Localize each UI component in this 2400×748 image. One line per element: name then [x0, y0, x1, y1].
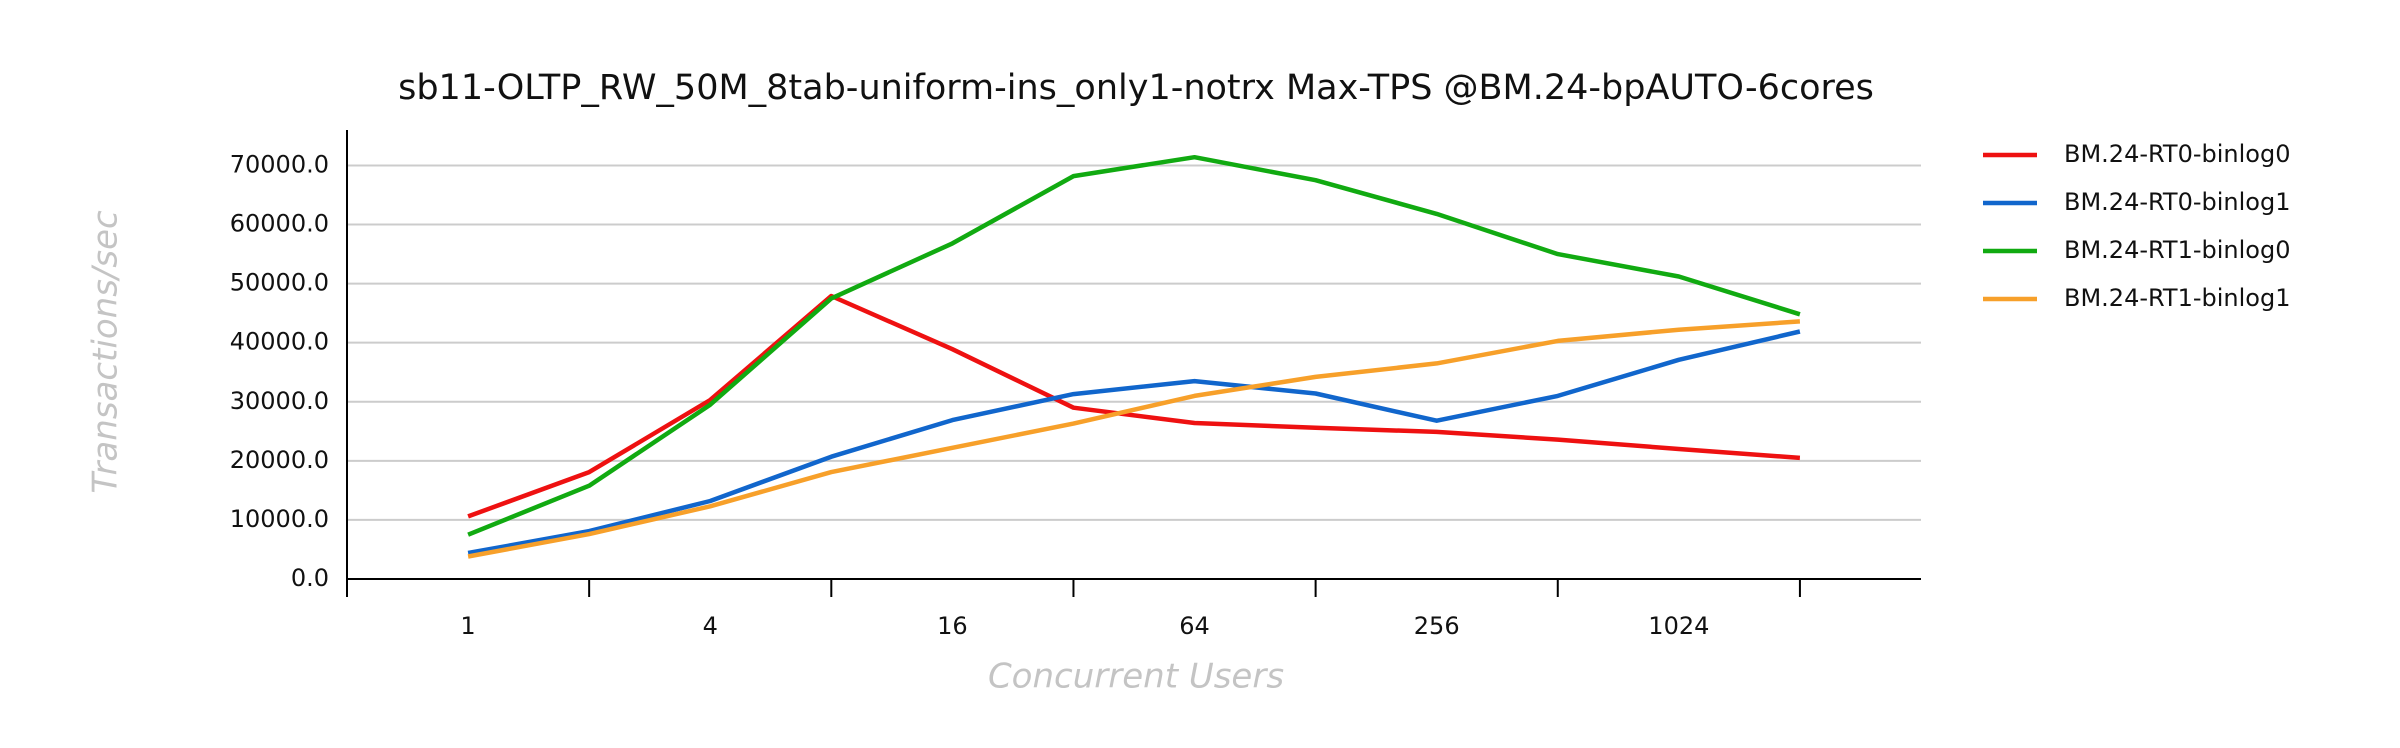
- series-line: [467, 329, 1801, 556]
- legend-label: BM.24-RT0-binlog0: [2064, 140, 2291, 168]
- legend-label: BM.24-RT1-binlog1: [2064, 284, 2291, 312]
- y-tick-label: 10000.0: [230, 505, 329, 533]
- x-tick-label: 1: [460, 612, 475, 640]
- y-tick-label: 20000.0: [230, 446, 329, 474]
- chart-title: sb11-OLTP_RW_50M_8tab-uniform-ins_only1-…: [398, 68, 1874, 108]
- series-line: [467, 319, 1801, 559]
- x-tick-label: 256: [1414, 612, 1460, 640]
- legend-label: BM.24-RT1-binlog0: [2064, 236, 2291, 264]
- y-tick-label: 60000.0: [230, 210, 329, 238]
- x-tick-label: 64: [1179, 612, 1210, 640]
- y-tick-label: 70000.0: [230, 150, 329, 178]
- x-tick-label: 1024: [1648, 612, 1709, 640]
- x-tick-label: 4: [703, 612, 718, 640]
- x-tick-label: 16: [937, 612, 968, 640]
- x-axis-title: Concurrent Users: [988, 657, 1284, 697]
- y-tick-label: 50000.0: [230, 269, 329, 297]
- legend-label: BM.24-RT0-binlog1: [2064, 188, 2291, 216]
- y-tick-label: 0.0: [291, 564, 329, 592]
- y-tick-label: 40000.0: [230, 328, 329, 356]
- y-tick-label: 30000.0: [230, 387, 329, 415]
- y-axis-title: Transactions/sec: [86, 210, 126, 494]
- series-line: [467, 293, 1801, 519]
- series-line: [467, 154, 1801, 537]
